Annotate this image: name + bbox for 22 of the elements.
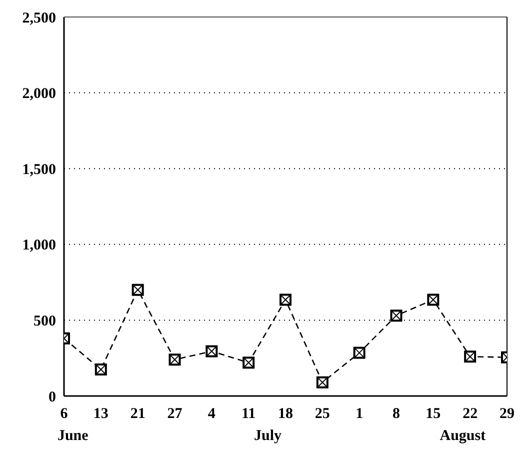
- y-tick-label: 2,000: [22, 86, 56, 102]
- x-tick-label: 6: [60, 406, 68, 422]
- y-tick-label: 2,500: [22, 10, 56, 26]
- x-tick-label: 11: [241, 406, 256, 422]
- x-tick-label: 25: [314, 406, 330, 422]
- text: July: [253, 428, 283, 445]
- text: June: [56, 428, 90, 445]
- x-tick-label: 21: [130, 406, 146, 422]
- x-tick-label: 18: [278, 406, 293, 422]
- x-tick-label: 4: [208, 406, 216, 422]
- x-tick-label: 15: [426, 406, 441, 422]
- y-tick-label: 0: [48, 389, 56, 406]
- y-tick-label: 1,000: [22, 238, 56, 254]
- x-tick-label: 27: [167, 406, 183, 422]
- x-tick-label: 1: [356, 406, 364, 422]
- y-tick-label: 500: [34, 314, 56, 330]
- x-tick-label: 8: [392, 406, 400, 422]
- x-tick-label: 22: [462, 406, 478, 422]
- x-tick-label: 13: [93, 406, 108, 422]
- x-tick-label: 29: [500, 406, 514, 422]
- text: August: [438, 428, 487, 445]
- y-tick-label: 1,500: [22, 162, 56, 178]
